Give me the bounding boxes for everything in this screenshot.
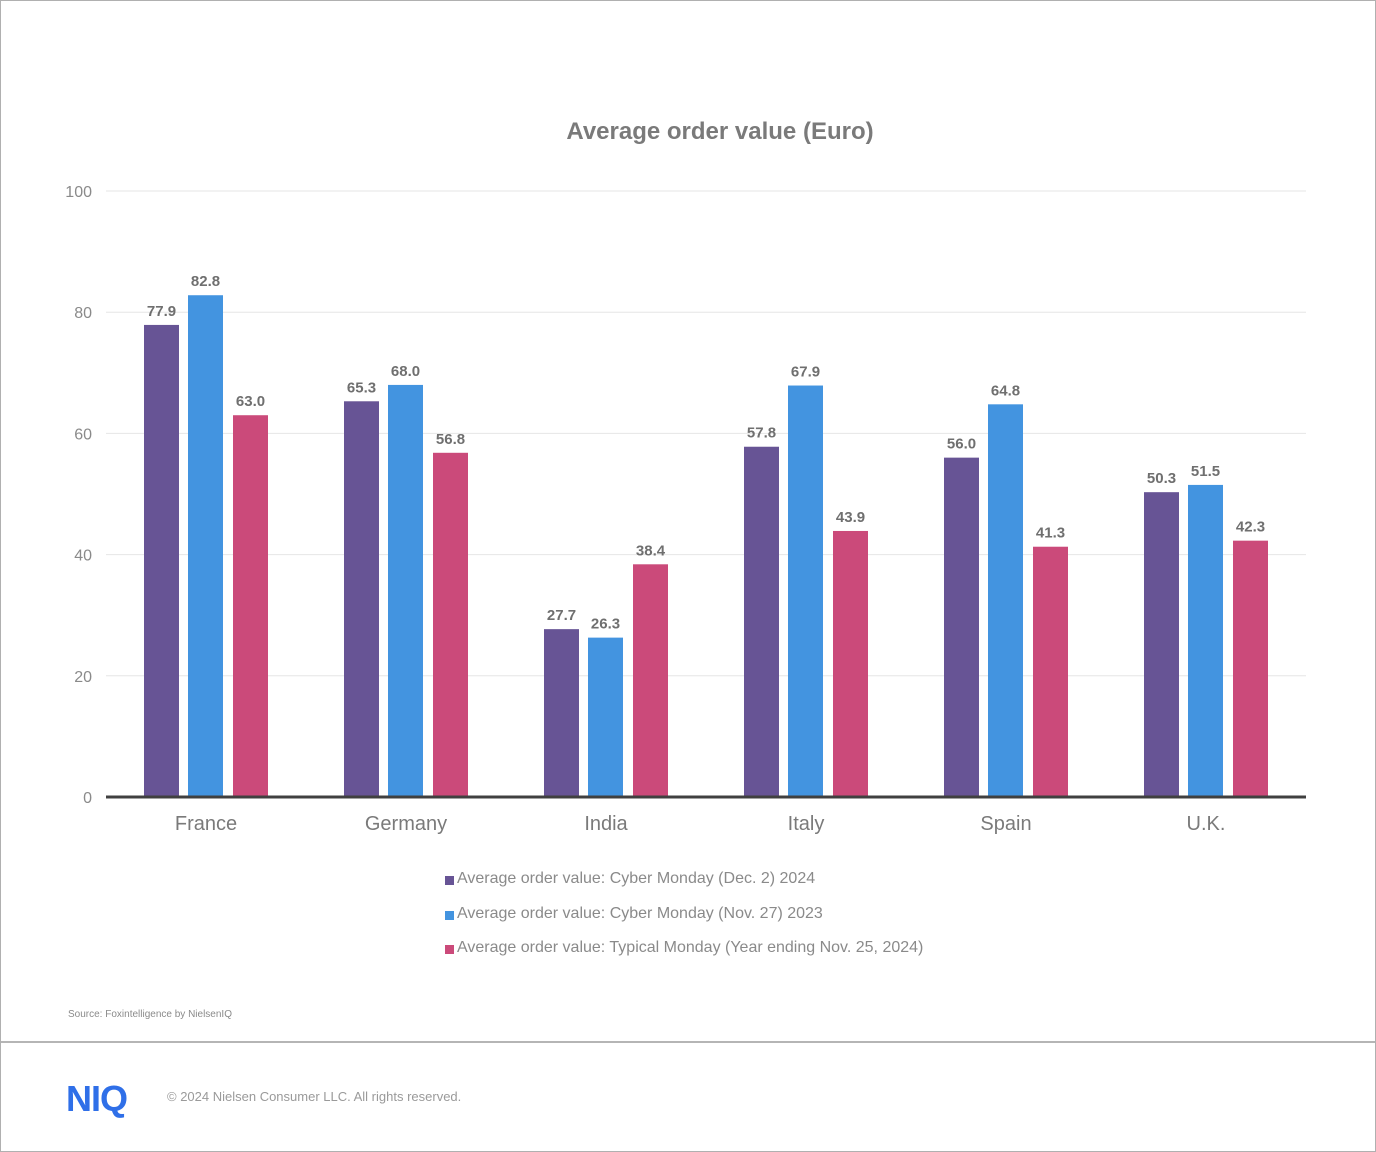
legend-item: Average order value: Cyber Monday (Nov. … — [445, 905, 923, 940]
y-tick-label: 80 — [74, 305, 92, 322]
y-tick-label: 60 — [74, 426, 92, 443]
legend-item: Average order value: Typical Monday (Yea… — [445, 939, 923, 974]
data-label: 42.3 — [1236, 519, 1265, 536]
bar — [588, 637, 623, 797]
legend-label: Average order value: Cyber Monday (Dec. … — [457, 870, 816, 887]
bar — [1144, 492, 1179, 797]
bar — [633, 564, 668, 797]
x-tick-label: Italy — [788, 813, 825, 835]
y-tick-label: 40 — [74, 548, 92, 565]
bar — [944, 457, 979, 797]
bar — [788, 385, 823, 797]
data-label: 50.3 — [1147, 470, 1176, 487]
data-label: 56.0 — [947, 436, 976, 453]
data-label: 63.0 — [236, 393, 265, 410]
data-label: 68.0 — [391, 363, 420, 380]
legend-swatch — [445, 910, 454, 920]
legend: Average order value: Cyber Monday (Dec. … — [445, 870, 923, 974]
x-tick-label: India — [584, 813, 628, 835]
y-tick-label: 20 — [74, 669, 92, 686]
bar — [144, 324, 179, 797]
bar — [1233, 540, 1268, 797]
data-label: 41.3 — [1036, 525, 1065, 542]
data-label: 38.4 — [636, 542, 666, 559]
legend-item: Average order value: Cyber Monday (Dec. … — [445, 870, 923, 905]
data-label: 56.8 — [436, 431, 465, 448]
y-tick-label: 100 — [65, 184, 92, 201]
x-tick-label: France — [175, 813, 237, 835]
legend-label: Average order value: Cyber Monday (Nov. … — [457, 904, 823, 922]
bar — [388, 384, 423, 797]
x-tick-label: Spain — [980, 813, 1031, 835]
x-tick-label: U.K. — [1187, 813, 1226, 835]
bar — [1188, 484, 1223, 797]
data-label: 77.9 — [147, 303, 176, 320]
bar — [344, 401, 379, 797]
chart-title: Average order value (Euro) — [566, 118, 874, 145]
bar — [744, 446, 779, 797]
bar — [188, 295, 223, 797]
data-label: 51.5 — [1191, 463, 1220, 480]
bar — [988, 404, 1023, 797]
data-label: 65.3 — [347, 379, 376, 396]
bar — [833, 530, 868, 797]
source-note: Source: Foxintelligence by NielsenIQ — [68, 1009, 232, 1020]
data-label: 57.8 — [747, 425, 776, 442]
bar — [233, 415, 268, 797]
bar — [544, 629, 579, 797]
bar — [433, 452, 468, 797]
legend-label: Average order value: Typical Monday (Yea… — [457, 939, 924, 956]
data-label: 26.3 — [591, 616, 620, 633]
niq-logo: NIQ — [66, 1078, 128, 1119]
data-label: 43.9 — [836, 509, 865, 526]
bar — [1033, 546, 1068, 797]
legend-swatch — [445, 945, 454, 954]
data-label: 27.7 — [547, 607, 576, 624]
y-tick-label: 0 — [83, 790, 92, 807]
data-label: 67.9 — [791, 364, 820, 381]
data-label: 64.8 — [991, 382, 1020, 399]
footer-divider — [1, 1041, 1375, 1043]
x-tick-label: Germany — [365, 813, 447, 835]
data-label: 82.8 — [191, 273, 220, 290]
copyright: © 2024 Nielsen Consumer LLC. All rights … — [167, 1089, 462, 1104]
legend-swatch — [445, 876, 454, 885]
